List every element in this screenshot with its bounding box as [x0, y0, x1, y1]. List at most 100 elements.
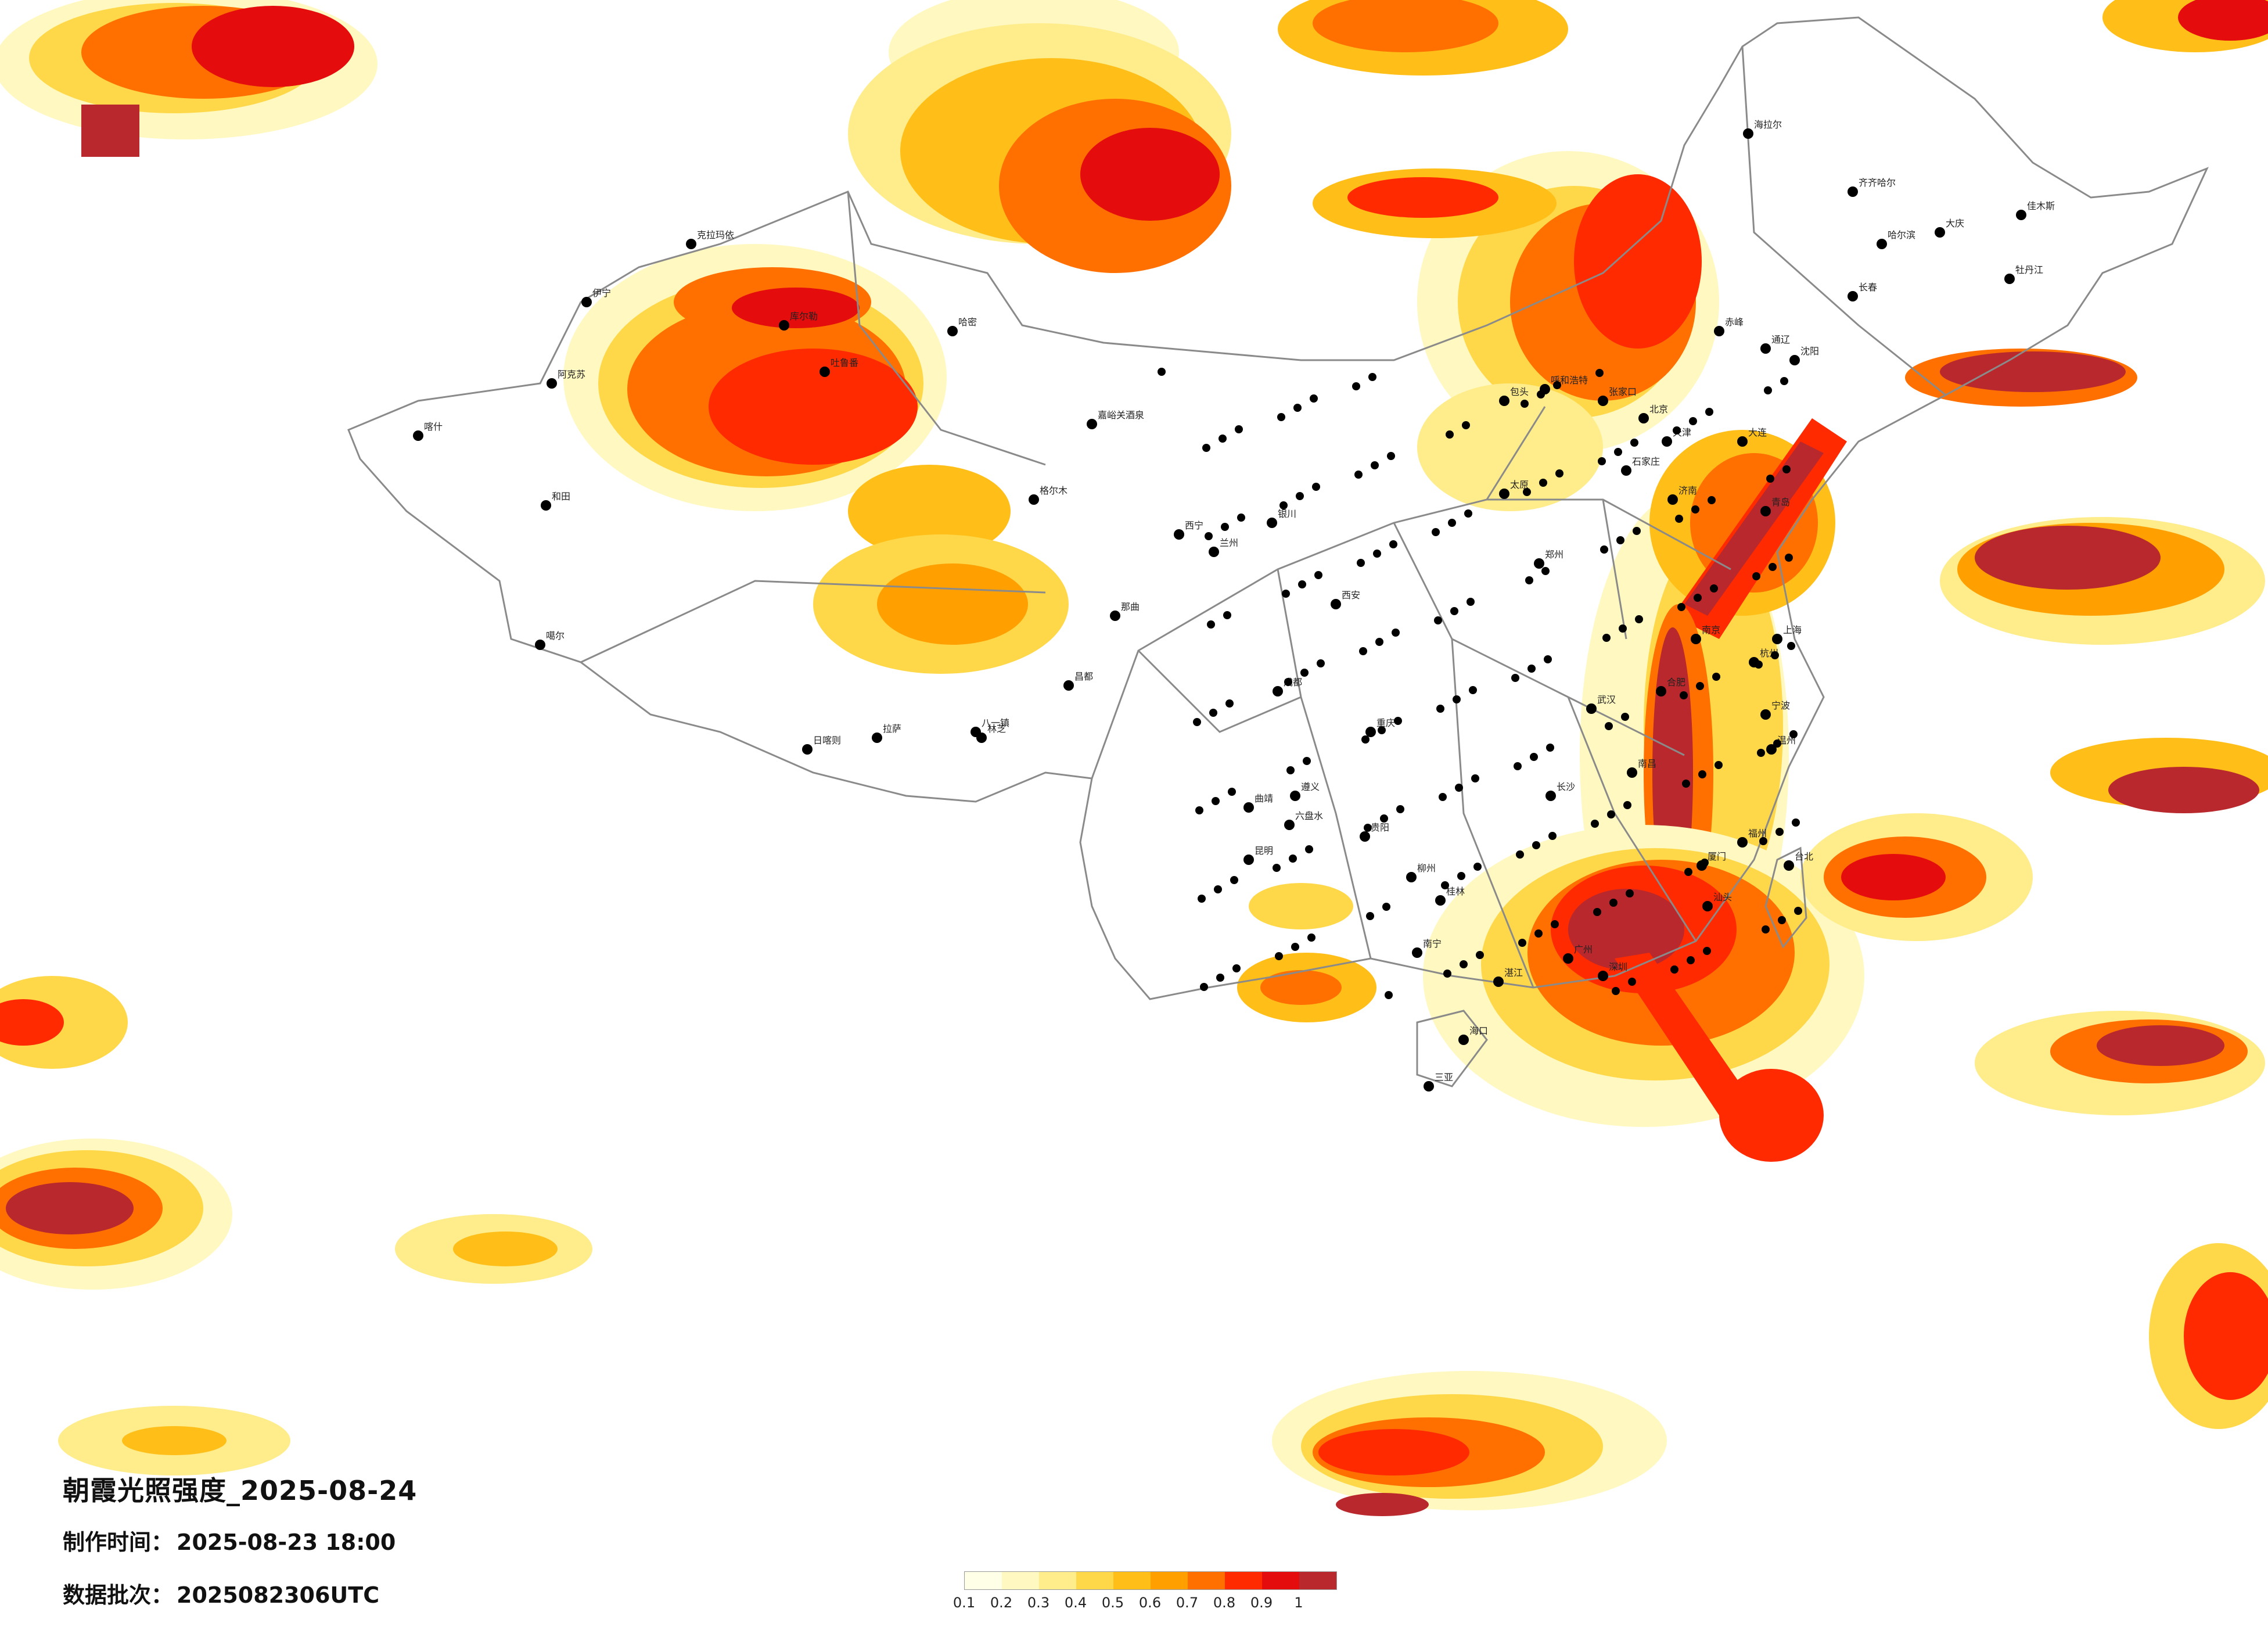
city-dot [1243, 802, 1254, 813]
city-dot [1633, 527, 1641, 535]
heat-region-south-china-sea-south [1272, 1371, 1667, 1516]
city-label: 克拉玛依 [697, 229, 734, 240]
city-dot [1273, 686, 1283, 696]
city-label: 昌都 [1074, 671, 1093, 682]
city-dot [1602, 634, 1611, 642]
city-label: 贵阳 [1371, 822, 1389, 833]
city-dot [1223, 611, 1231, 619]
city-label: 西安 [1342, 590, 1360, 601]
city-dot [1310, 394, 1318, 403]
city-dot [1662, 436, 1672, 447]
city-dot [1759, 837, 1767, 845]
city-dot [1450, 607, 1458, 615]
city-dot [1708, 496, 1716, 504]
city-dot [1219, 435, 1227, 443]
city-dot [1771, 651, 1779, 659]
city-dot [1357, 559, 1365, 567]
city-dot [1284, 820, 1295, 830]
city-dot [1331, 599, 1341, 609]
legend-tick: 0.8 [1213, 1595, 1236, 1611]
city-dot [1789, 355, 1800, 365]
city-dot [1737, 837, 1748, 848]
city-dot [1389, 540, 1397, 548]
city-label: 牡丹江 [2015, 264, 2043, 275]
city-dot [1710, 584, 1718, 593]
city-dot [1638, 413, 1649, 423]
city-dot [1371, 461, 1379, 469]
city-dot [1521, 400, 1529, 408]
city-label: 柳州 [1417, 863, 1436, 874]
city-dot [1375, 638, 1383, 646]
city-dot [1493, 976, 1504, 987]
city-dot [1773, 739, 1781, 748]
city-label: 台北 [1795, 851, 1813, 862]
city-dot [1525, 576, 1533, 584]
legend-tick: 0.7 [1176, 1595, 1199, 1611]
boundary-layer [347, 16, 2209, 1087]
city-dot [1214, 885, 1222, 893]
city-dot [1696, 682, 1704, 690]
city-dot [1275, 952, 1283, 960]
heat-region-bay-of-bengal-west [0, 976, 592, 1475]
city-dot [413, 430, 423, 441]
city-dot [1317, 659, 1325, 667]
heat-region-pacific-east [1800, 517, 2268, 1429]
city-label: 张家口 [1609, 386, 1637, 397]
city-dot [976, 733, 987, 743]
city-dot [547, 378, 557, 389]
city-dot [1303, 757, 1311, 765]
city-label: 宁波 [1771, 700, 1790, 711]
city-dot [1284, 678, 1292, 686]
city-label: 库尔勒 [790, 311, 818, 322]
city-dot [1534, 929, 1543, 938]
city-label: 广州 [1574, 944, 1593, 955]
city-dot [1235, 425, 1243, 433]
data-batch: 数据批次： 2025082306UTC [63, 1577, 417, 1609]
city-dot [1605, 722, 1613, 730]
city-dot [1551, 920, 1559, 928]
city-dot [1291, 943, 1299, 951]
city-label: 吐鲁番 [831, 357, 858, 368]
city-dot [1209, 547, 1219, 557]
city-label: 齐齐哈尔 [1859, 177, 1896, 188]
city-dot [1684, 868, 1692, 876]
city-label: 拉萨 [883, 723, 901, 734]
city-dot [1598, 971, 1608, 981]
city-dot [1591, 820, 1599, 828]
city-dot [1396, 805, 1404, 813]
city-dot [1794, 907, 1802, 915]
city-dot [1460, 960, 1468, 968]
city-dot [1714, 326, 1724, 336]
city-dot [1656, 686, 1666, 696]
city-dot [1499, 489, 1509, 499]
city-dot [1221, 523, 1229, 531]
city-dot [1392, 629, 1400, 637]
city-dot [1365, 727, 1376, 737]
city-dot [1476, 951, 1484, 959]
city-dot [1616, 536, 1624, 544]
city-dot [1689, 417, 1697, 425]
city-dot [1687, 956, 1695, 964]
city-label: 兰州 [1220, 537, 1238, 548]
city-dot [1712, 673, 1720, 681]
city-dot [1553, 381, 1561, 389]
city-dot [1282, 590, 1290, 598]
city-label: 日喀则 [813, 735, 841, 746]
city-dot [2004, 274, 2015, 284]
city-dot [1677, 603, 1685, 611]
city-label: 长沙 [1557, 781, 1575, 792]
city-dot [1462, 421, 1470, 429]
city-label: 伊宁 [592, 288, 611, 299]
city-label: 济南 [1678, 485, 1697, 496]
city-dot [1453, 695, 1461, 703]
city-dot [779, 320, 789, 331]
city-dot [1670, 965, 1678, 974]
city-dot [1458, 1035, 1469, 1045]
city-dot [1743, 128, 1753, 139]
legend-tick: 0.3 [1027, 1595, 1050, 1611]
city-dot [1703, 947, 1711, 955]
city-dot [1307, 934, 1315, 942]
city-dot [1612, 987, 1620, 995]
